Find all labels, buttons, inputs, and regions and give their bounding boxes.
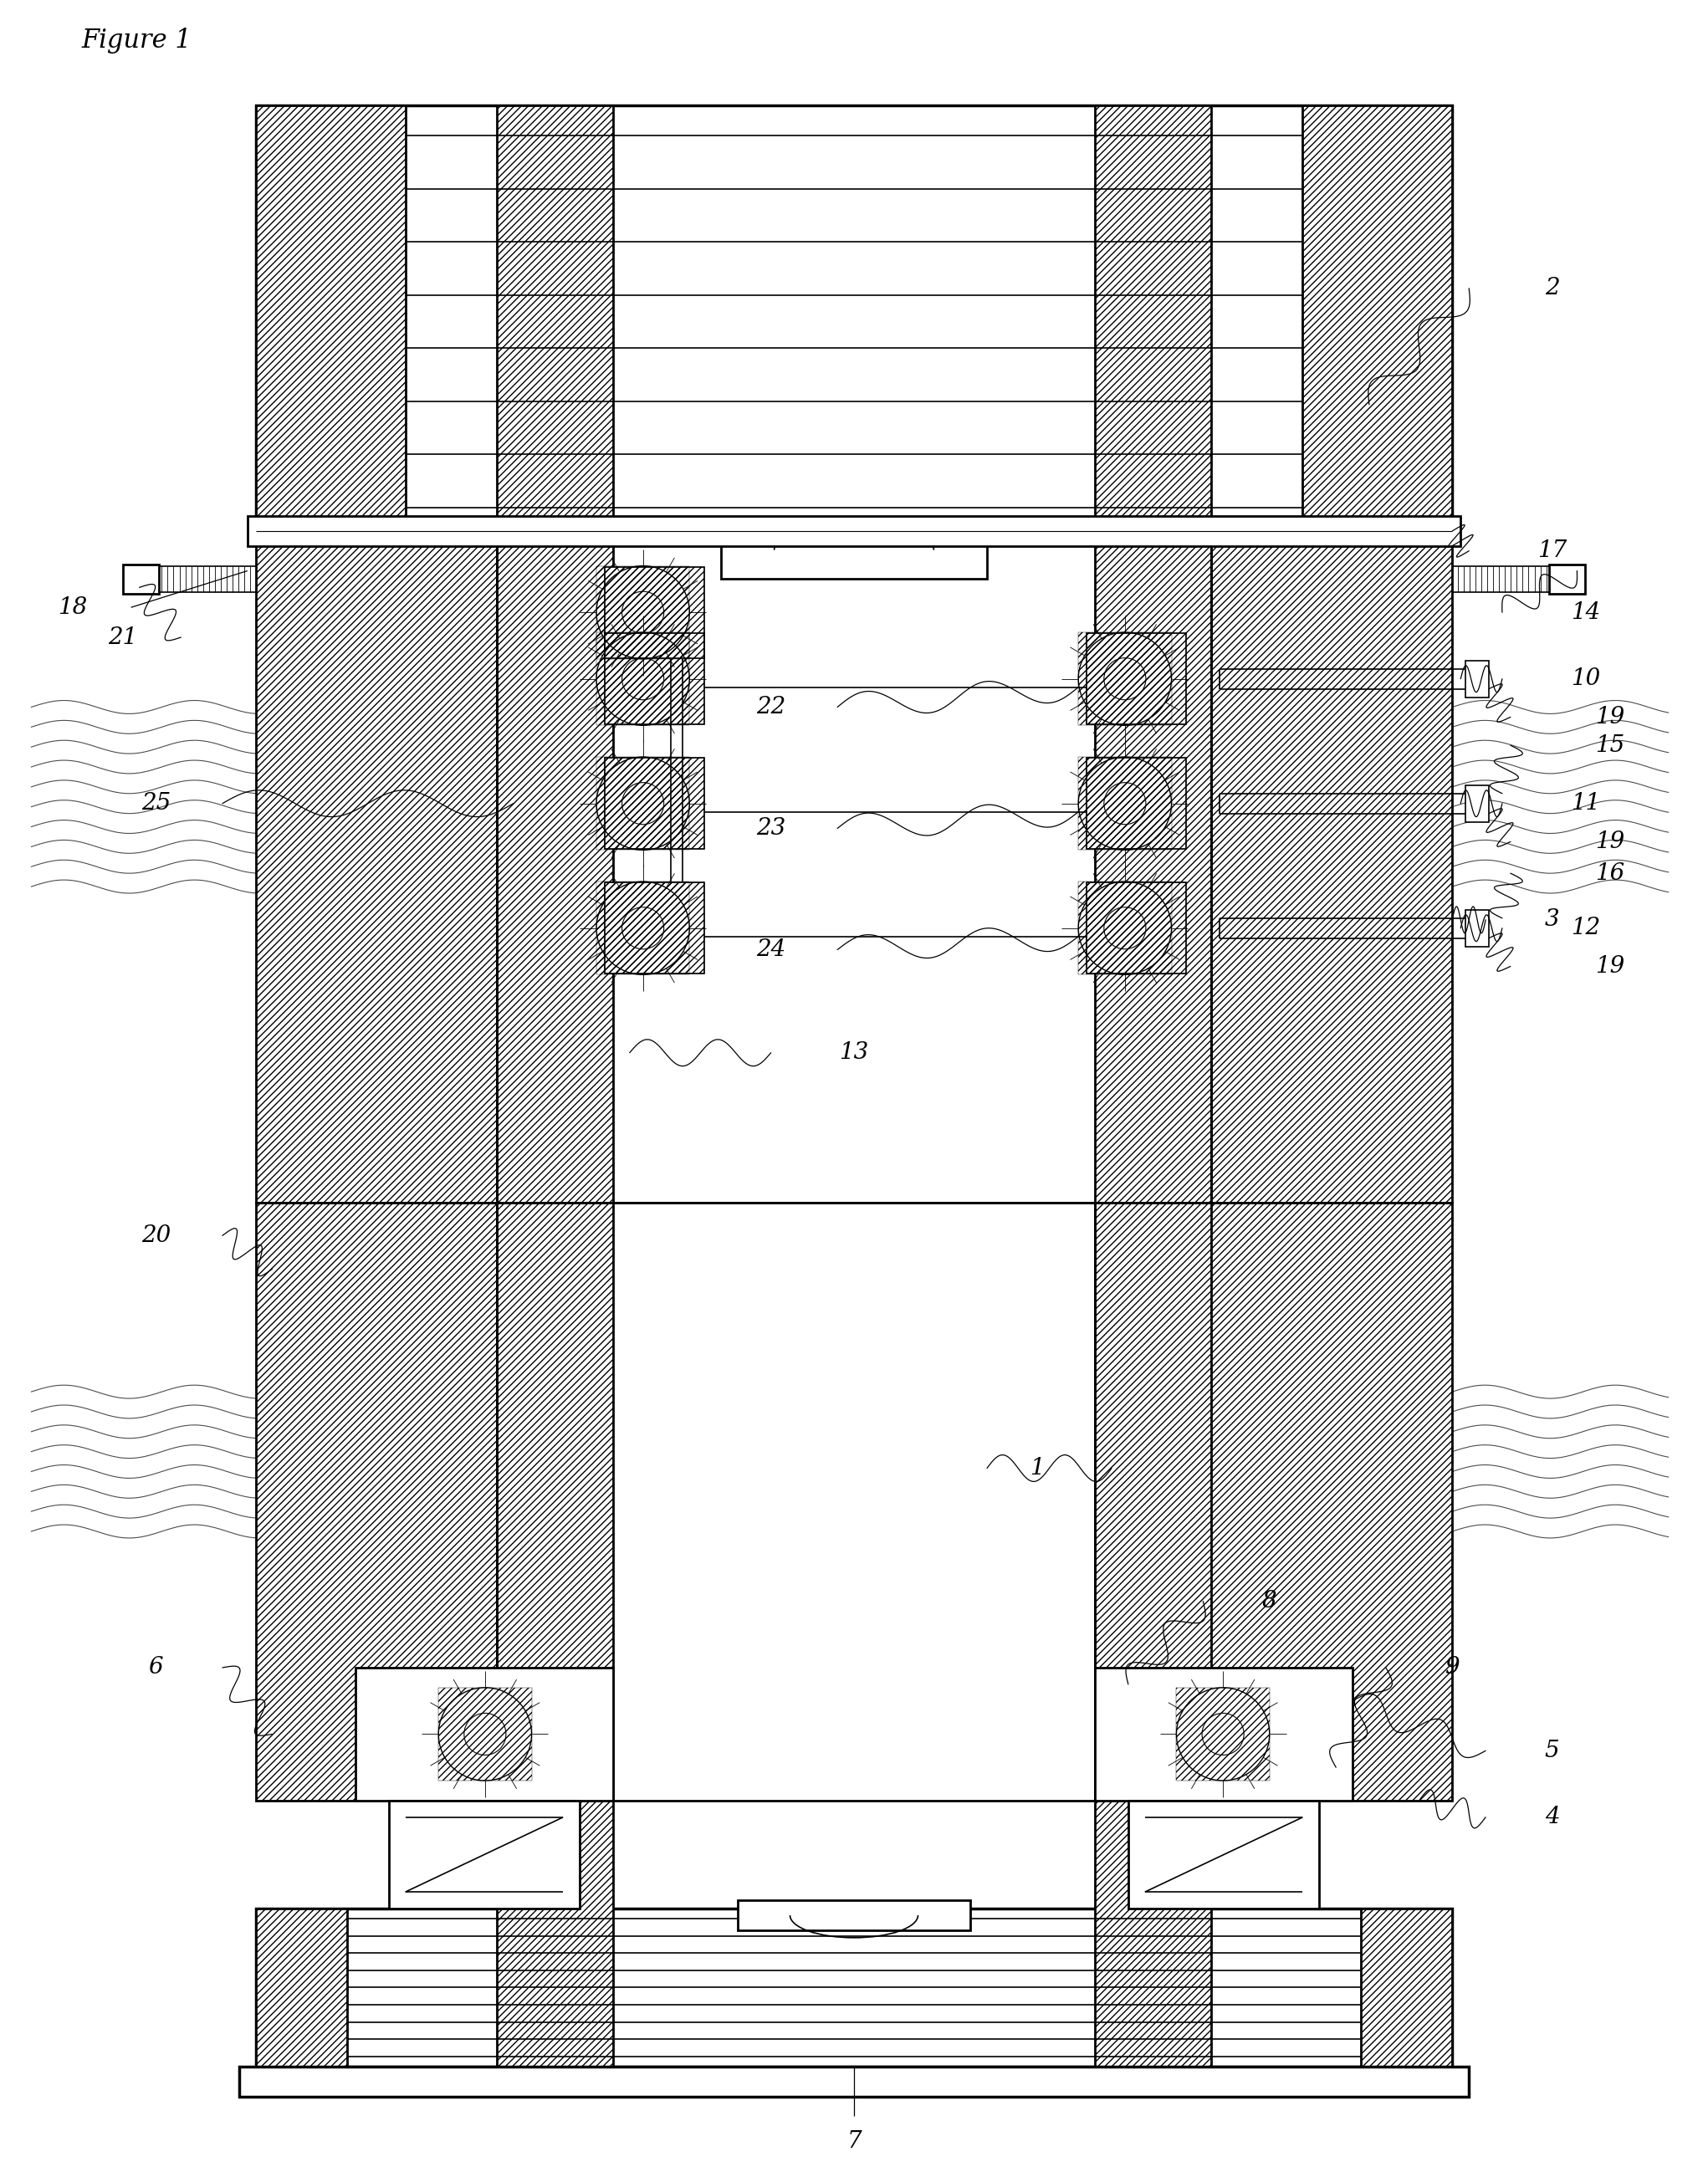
Text: 18: 18 (58, 595, 87, 619)
Text: 14: 14 (1571, 602, 1600, 623)
Bar (497, 106, 613, 2066)
Bar (256, 1909, 347, 2066)
Bar (605, 758, 704, 849)
Bar (256, 106, 405, 539)
Bar (256, 106, 405, 539)
Bar (1095, 1668, 1353, 1801)
Bar (1086, 882, 1187, 973)
Text: 20: 20 (142, 1225, 171, 1247)
Text: 8: 8 (1262, 1590, 1278, 1612)
Text: 25: 25 (142, 793, 171, 814)
Bar (256, 1909, 1452, 2066)
Text: 5: 5 (1544, 1740, 1559, 1761)
Bar (596, 632, 690, 725)
Text: 2: 2 (1544, 278, 1559, 300)
Bar (239, 2066, 1469, 2096)
Bar (1465, 910, 1489, 947)
Text: 23: 23 (757, 817, 786, 841)
Bar (1086, 758, 1187, 849)
Text: 7: 7 (847, 2131, 861, 2152)
Text: 17: 17 (1537, 539, 1566, 563)
Bar (605, 634, 704, 725)
Bar (1177, 1688, 1269, 1781)
Bar (1361, 1909, 1452, 2066)
Bar (1086, 634, 1187, 725)
Bar (248, 517, 1460, 545)
Bar (256, 106, 1452, 539)
Bar (355, 1668, 613, 1801)
Bar (1211, 539, 1452, 1203)
Bar (256, 539, 497, 1203)
Bar (1465, 786, 1489, 821)
Bar (1086, 758, 1187, 849)
Text: 16: 16 (1595, 862, 1624, 884)
Bar (596, 882, 690, 975)
Bar (256, 1203, 497, 1801)
Bar (596, 567, 690, 658)
Bar (1078, 758, 1172, 849)
Text: 19: 19 (1595, 956, 1624, 977)
Bar (1095, 1203, 1452, 1801)
Text: 15: 15 (1595, 734, 1624, 756)
Text: 4: 4 (1544, 1805, 1559, 1829)
Bar (256, 1909, 347, 2066)
Text: 13: 13 (839, 1040, 869, 1064)
Text: 10: 10 (1571, 667, 1600, 691)
Bar (256, 1203, 497, 1801)
Text: 21: 21 (108, 626, 137, 649)
Text: 1: 1 (1030, 1457, 1044, 1479)
Bar (721, 539, 987, 580)
Text: 19: 19 (1595, 830, 1624, 854)
Bar (497, 106, 613, 2066)
Bar (1078, 632, 1172, 725)
Text: 22: 22 (757, 695, 786, 719)
Text: 9: 9 (1445, 1657, 1460, 1679)
Bar (1303, 106, 1452, 539)
Bar (1095, 106, 1211, 2066)
Bar (605, 882, 704, 973)
Text: 3: 3 (1544, 908, 1559, 932)
Bar (1465, 660, 1489, 697)
Bar (605, 882, 704, 973)
Bar (596, 758, 690, 849)
Bar (1095, 1668, 1353, 1801)
Bar (605, 567, 704, 658)
Text: 19: 19 (1595, 706, 1624, 728)
Bar (1078, 882, 1172, 975)
Bar (1303, 106, 1452, 539)
Bar (605, 634, 704, 725)
Bar (1549, 565, 1585, 595)
Bar (123, 565, 159, 595)
Bar (439, 1688, 531, 1781)
Bar (1361, 1909, 1452, 2066)
Bar (355, 1668, 613, 1801)
Text: 6: 6 (149, 1657, 164, 1679)
Bar (1095, 106, 1211, 2066)
Bar (1129, 1801, 1319, 1909)
Bar (605, 758, 704, 849)
Bar (738, 1900, 970, 1931)
Text: Figure 1: Figure 1 (82, 28, 191, 52)
Text: 11: 11 (1571, 793, 1600, 814)
Bar (1086, 634, 1187, 725)
Bar (1211, 539, 1452, 1203)
Text: 12: 12 (1571, 917, 1600, 940)
Bar (605, 567, 704, 658)
Bar (1086, 882, 1187, 973)
Bar (256, 539, 497, 1203)
Bar (1095, 1203, 1452, 1801)
Bar (389, 1801, 579, 1909)
Text: 24: 24 (757, 938, 786, 960)
